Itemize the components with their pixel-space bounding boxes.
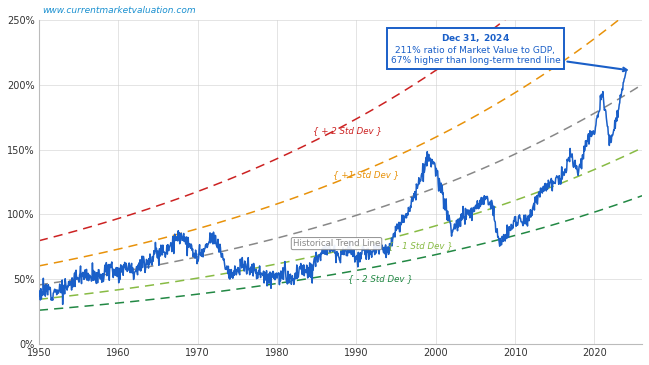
Text: $\bf{Dec\ 31,\ 2024}$
211% ratio of Market Value to GDP,
67% higher than long-te: $\bf{Dec\ 31,\ 2024}$ 211% ratio of Mark… <box>391 32 627 71</box>
Text: { + 2 Std Dev }: { + 2 Std Dev } <box>313 126 382 135</box>
Text: Historical Trend Line: Historical Trend Line <box>293 239 380 248</box>
Text: www.currentmarketvaluation.com: www.currentmarketvaluation.com <box>42 6 195 15</box>
Text: { +1 Std Dev }: { +1 Std Dev } <box>332 170 398 180</box>
Text: { - 1 Std Dev }: { - 1 Std Dev } <box>388 242 453 250</box>
Text: { - 2 Std Dev }: { - 2 Std Dev } <box>349 274 413 284</box>
